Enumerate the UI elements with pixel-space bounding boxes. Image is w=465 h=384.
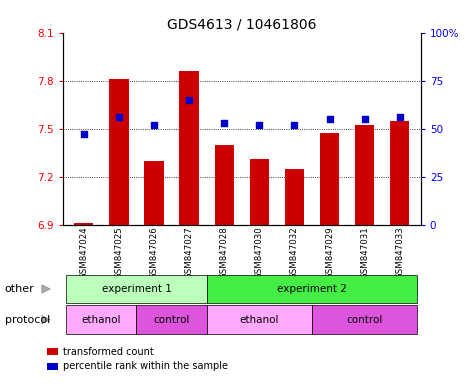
Point	[186, 97, 193, 103]
Point	[220, 120, 228, 126]
Text: other: other	[5, 284, 34, 294]
Text: percentile rank within the sample: percentile rank within the sample	[63, 361, 228, 371]
Text: transformed count: transformed count	[63, 347, 153, 357]
Bar	[109, 79, 129, 225]
Text: control: control	[346, 314, 383, 325]
Bar	[250, 159, 269, 225]
Text: experiment 2: experiment 2	[277, 284, 347, 294]
Bar	[74, 223, 93, 225]
Bar	[145, 161, 164, 225]
Bar	[320, 134, 339, 225]
Text: ethanol: ethanol	[239, 314, 279, 325]
Text: experiment 1: experiment 1	[101, 284, 172, 294]
Point	[256, 122, 263, 128]
Bar	[355, 126, 374, 225]
Point	[115, 114, 123, 120]
Bar	[214, 145, 234, 225]
Bar	[390, 121, 409, 225]
Text: protocol: protocol	[5, 314, 50, 325]
Point	[361, 116, 368, 122]
Point	[150, 122, 158, 128]
Bar	[179, 71, 199, 225]
Text: ethanol: ethanol	[82, 314, 121, 325]
Point	[80, 131, 87, 137]
Title: GDS4613 / 10461806: GDS4613 / 10461806	[167, 18, 317, 31]
Bar	[285, 169, 304, 225]
Point	[291, 122, 298, 128]
Point	[396, 114, 404, 120]
Text: control: control	[153, 314, 190, 325]
Point	[326, 116, 333, 122]
